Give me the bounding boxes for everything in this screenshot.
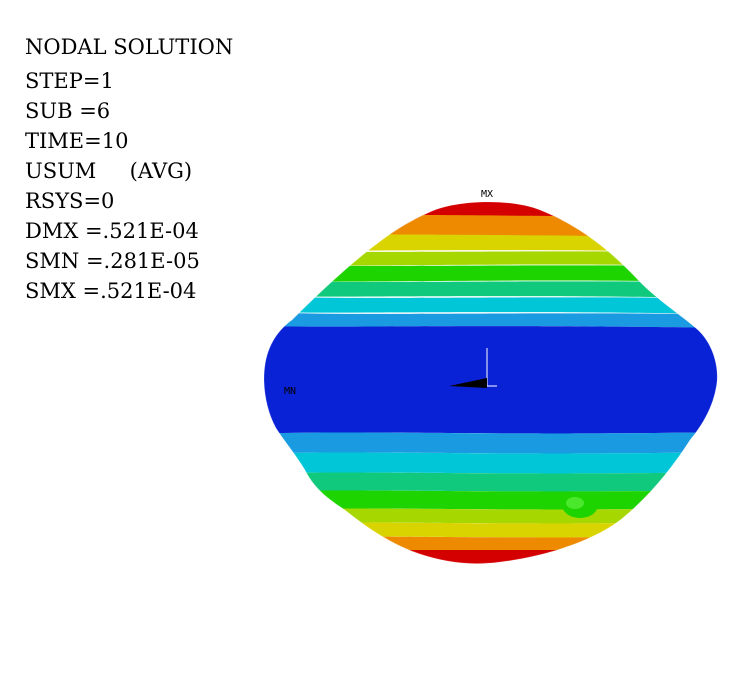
band-min — [264, 326, 718, 434]
band-lightblue-bottom — [264, 432, 718, 454]
contour-bands — [264, 201, 718, 564]
min-marker: MN — [284, 386, 297, 397]
max-marker: MX — [481, 189, 494, 200]
legend-step: STEP=1 — [25, 69, 114, 93]
band-yellow-bottom — [264, 522, 718, 538]
band-green-top — [264, 264, 718, 282]
legend-smx: SMX =.521E-04 — [25, 279, 197, 303]
band-yellowgreen-top — [264, 250, 718, 266]
legend-dmx: DMX =.521E-04 — [25, 219, 199, 243]
band-yellow-top — [264, 232, 718, 252]
band-cyan-top — [264, 296, 718, 314]
band-green-bottom — [264, 490, 718, 510]
band-cyan-bottom — [264, 452, 718, 474]
band-tealgreen-bottom — [264, 472, 718, 492]
band-tealgreen-top — [264, 280, 718, 298]
legend-result-item: USUM (AVG) — [25, 159, 193, 183]
band-orange-top — [264, 212, 718, 238]
band-lightblue-top — [264, 312, 718, 328]
legend-substep: SUB =6 — [25, 99, 111, 123]
band-max-bottom — [264, 550, 718, 564]
legend-time: TIME=10 — [25, 129, 129, 153]
legend-coordinate-system: RSYS=0 — [25, 189, 115, 213]
result-legend: NODAL SOLUTION STEP=1 SUB =6 TIME=10 USU… — [25, 34, 233, 306]
model-outline — [263, 201, 718, 565]
legend-smn: SMN =.281E-05 — [25, 249, 200, 273]
triad-axes — [449, 348, 497, 388]
legend-title: NODAL SOLUTION — [25, 35, 234, 59]
band-yellowgreen-bottom — [264, 508, 718, 524]
